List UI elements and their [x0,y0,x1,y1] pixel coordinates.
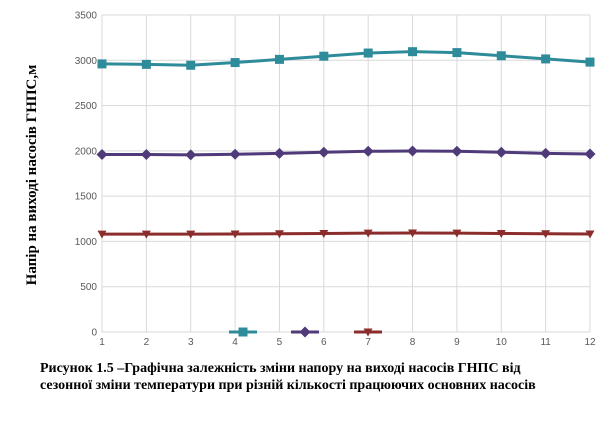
data-point [318,146,330,158]
series-group [96,47,596,239]
legend-entry-3 [354,328,382,337]
legend-entry-1 [229,327,257,337]
x-tick-label: 4 [232,337,238,348]
data-point [452,229,462,238]
y-axis-ticks: 0 500 1000 1500 2000 2500 3000 3500 [75,11,98,339]
caption-line-2: сезонної зміни температури при різній кі… [40,378,536,393]
figure-caption: Рисунок 1.5 –Графічна залежність зміни н… [40,360,605,394]
data-point [541,54,551,64]
data-point [185,149,197,161]
data-point [495,146,507,158]
x-tick-label: 2 [144,337,150,348]
data-point [97,230,107,239]
data-point [186,60,196,70]
data-point [540,147,552,159]
x-tick-label: 3 [188,337,194,348]
x-tick-label: 11 [540,337,551,348]
series-line [102,231,591,236]
data-point [230,58,240,68]
data-point [96,148,108,160]
series-3 [97,229,595,239]
series-line [102,149,591,157]
x-tick-label: 10 [496,337,508,348]
grid-lines [101,14,591,333]
data-point [97,59,107,69]
data-point [451,145,463,157]
x-tick-label: 9 [454,337,460,348]
data-point [541,230,551,239]
data-point [230,230,240,239]
x-tick-label: 12 [584,337,596,348]
data-point [585,57,595,67]
series-1 [97,47,595,70]
y-tick-label: 500 [80,282,97,293]
x-tick-label: 1 [99,337,105,348]
data-point [141,230,151,239]
x-tick-label: 7 [365,337,371,348]
data-point [408,229,418,238]
y-tick-label: 3500 [75,11,98,22]
data-point [274,230,284,239]
y-tick-label: 2500 [75,101,98,112]
data-point [140,148,152,160]
y-axis-label: Напір на виході насосів ГНПС,м [24,65,40,286]
data-point [319,229,329,238]
x-tick-label: 6 [321,337,327,348]
legend-marker [363,328,373,337]
y-tick-label: 3000 [75,56,98,67]
data-point [274,54,284,64]
data-point [363,229,373,238]
y-tick-label: 1000 [75,237,98,248]
data-point [584,148,596,160]
series-2 [96,145,596,161]
y-tick-label: 0 [91,328,97,339]
x-tick-label: 8 [410,337,416,348]
data-point [362,145,374,157]
data-point [186,230,196,239]
data-point [496,229,506,238]
legend-marker [238,327,248,337]
data-point [229,148,241,160]
x-axis-ticks: 1 2 3 4 5 6 7 8 9 10 11 12 [99,337,596,348]
data-point [273,147,285,159]
data-point [452,48,462,58]
data-point [407,145,419,157]
caption-line-1: Рисунок 1.5 –Графічна залежність зміни н… [40,361,521,376]
x-tick-label: 5 [277,337,283,348]
y-tick-label: 1500 [75,192,98,203]
data-point [496,51,506,61]
data-point [408,47,418,57]
series-line [101,50,591,67]
data-point [363,48,373,58]
legend[interactable] [229,326,382,338]
data-point [319,51,329,61]
y-tick-label: 2000 [75,146,98,157]
data-point [585,230,595,239]
legend-marker [299,326,311,338]
legend-entry-2 [291,326,319,338]
data-point [141,59,151,69]
